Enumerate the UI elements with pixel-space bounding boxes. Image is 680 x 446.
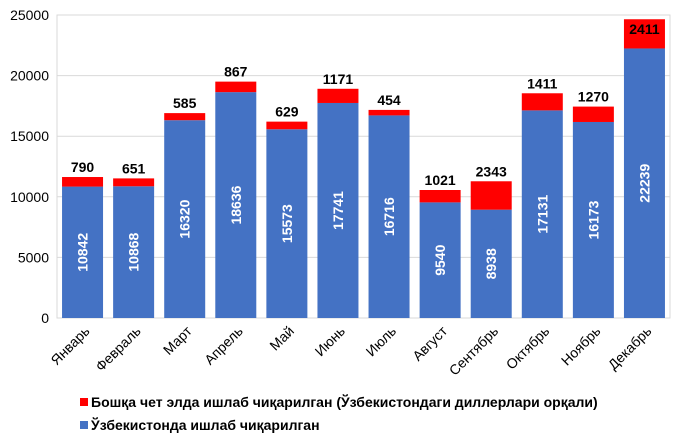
bar-domestic <box>368 115 410 319</box>
bar-foreign <box>572 106 614 122</box>
bar-foreign <box>62 177 104 187</box>
data-label-domestic: 22239 <box>636 164 652 203</box>
x-tick-label: Июль <box>363 323 400 360</box>
data-label-domestic: 18636 <box>228 185 244 224</box>
bar-foreign <box>419 190 461 203</box>
y-tick-label: 0 <box>41 310 49 326</box>
x-tick-label: Декабрь <box>605 323 655 373</box>
bar-domestic <box>623 48 665 319</box>
data-label-foreign: 790 <box>71 159 95 175</box>
data-label-domestic: 17741 <box>330 191 346 230</box>
data-label-foreign: 629 <box>275 104 299 120</box>
x-tick-label: Январь <box>47 323 92 368</box>
data-label-domestic: 10868 <box>126 232 142 271</box>
bar-foreign <box>215 81 257 93</box>
legend-swatch-red <box>80 398 88 406</box>
data-label-domestic: 10842 <box>75 233 91 272</box>
x-tick-label: Апрель <box>201 323 246 368</box>
y-tick-label: 20000 <box>10 68 49 84</box>
bar-domestic <box>215 92 257 318</box>
bar-foreign <box>266 121 308 130</box>
data-label-foreign: 1021 <box>425 172 456 188</box>
x-tick-label: Май <box>266 323 297 354</box>
bar-foreign <box>113 178 155 187</box>
data-label-domestic: 15573 <box>279 204 295 243</box>
data-label-foreign: 585 <box>173 95 197 111</box>
bar-foreign <box>368 109 410 116</box>
y-tick-label: 15000 <box>10 128 49 144</box>
x-tick-label: Март <box>160 322 195 357</box>
data-label-foreign: 454 <box>377 92 401 108</box>
bar-domestic <box>317 102 359 318</box>
bar-domestic <box>266 129 308 318</box>
data-label-domestic: 9540 <box>432 244 448 275</box>
data-label-domestic: 8938 <box>483 248 499 279</box>
bar-foreign <box>164 113 206 121</box>
data-label-domestic: 16173 <box>585 200 601 239</box>
bar-domestic <box>62 186 104 318</box>
bar-domestic <box>419 202 461 318</box>
data-label-domestic: 17131 <box>534 195 550 234</box>
x-tick-label: Октябрь <box>503 323 553 373</box>
bar-domestic <box>164 120 206 318</box>
x-tick-label: Ноябрь <box>558 323 604 369</box>
bar-foreign <box>470 181 512 210</box>
bar-domestic <box>521 110 563 318</box>
bar-domestic <box>113 186 155 318</box>
y-tick-label: 5000 <box>18 249 49 265</box>
data-label-foreign: 651 <box>122 160 146 176</box>
legend-item-foreign: Бошқа чет элда ишлаб чиқарилган (Ўзбекис… <box>80 394 598 410</box>
y-tick-label: 10000 <box>10 189 49 205</box>
x-tick-label: Август <box>409 322 451 364</box>
legend-label: Бошқа чет элда ишлаб чиқарилган (Ўзбекис… <box>91 394 598 410</box>
bar-foreign <box>521 93 563 111</box>
bar-foreign <box>623 19 665 49</box>
data-label-foreign: 1411 <box>527 75 558 91</box>
data-label-domestic: 16320 <box>177 199 193 238</box>
bar-domestic <box>572 121 614 318</box>
data-label-foreign: 1270 <box>578 89 609 105</box>
data-label-foreign: 2343 <box>476 163 507 179</box>
bar-domestic <box>470 209 512 318</box>
bar-foreign <box>317 88 359 103</box>
data-label-foreign: 867 <box>224 64 248 80</box>
data-label-foreign: 2411 <box>629 21 660 37</box>
legend-label: Ўзбекистонда ишлаб чиқарилган <box>91 417 320 433</box>
data-label-domestic: 16716 <box>381 197 397 236</box>
x-tick-label: Сентябрь <box>446 323 502 379</box>
data-label-foreign: 1171 <box>323 71 354 87</box>
y-tick-label: 25000 <box>10 7 49 23</box>
x-tick-label: Февраль <box>92 323 144 375</box>
legend-swatch-blue <box>80 421 88 429</box>
legend-item-domestic: Ўзбекистонда ишлаб чиқарилган <box>80 417 320 433</box>
x-tick-label: Июнь <box>312 323 348 359</box>
